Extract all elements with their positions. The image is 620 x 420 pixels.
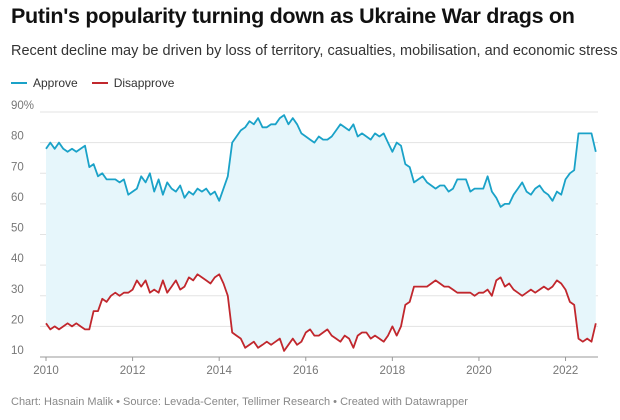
legend-label-disapprove: Disapprove xyxy=(113,76,175,90)
y-tick-label: 90% xyxy=(11,100,34,112)
approve-line xyxy=(45,114,597,208)
x-tick-label: 2014 xyxy=(206,365,232,377)
chart-footer: Chart: Hasnain Malik • Source: Levada-Ce… xyxy=(11,396,468,408)
x-tick-label: 2016 xyxy=(293,365,319,377)
approve-disapprove-fill-area xyxy=(46,115,596,351)
y-tick-label: 10 xyxy=(11,345,24,357)
legend-item-approve: Approve xyxy=(11,76,78,90)
legend-swatch-approve xyxy=(11,82,27,84)
legend-swatch-disapprove xyxy=(91,82,108,84)
y-tick-label: 60 xyxy=(11,192,24,204)
y-tick-label: 40 xyxy=(11,253,24,265)
disapprove-line xyxy=(45,273,597,352)
legend-item-disapprove: Disapprove xyxy=(91,76,175,90)
chart-subtitle: Recent decline may be driven by loss of … xyxy=(11,43,618,59)
y-tick-label: 20 xyxy=(11,314,24,326)
legend-label-approve: Approve xyxy=(33,76,78,90)
y-tick-label: 50 xyxy=(11,223,24,235)
x-tick-label: 2020 xyxy=(466,365,492,377)
chart-title: Putin's popularity turning down as Ukrai… xyxy=(11,4,575,28)
x-axis-tick-labels: 2010 2012 2014 2016 2018 2020 2022 xyxy=(33,357,578,377)
x-tick-label: 2012 xyxy=(120,365,146,377)
x-tick-label: 2018 xyxy=(380,365,406,377)
y-axis-tick-labels: 10 20 30 40 50 60 70 80 90% xyxy=(11,100,34,357)
x-tick-label: 2022 xyxy=(553,365,579,377)
y-tick-label: 30 xyxy=(11,284,24,296)
chart-legend: Approve Disapprove xyxy=(11,76,174,90)
y-tick-label: 70 xyxy=(11,161,24,173)
y-tick-label: 80 xyxy=(11,131,24,143)
x-tick-label: 2010 xyxy=(33,365,59,377)
